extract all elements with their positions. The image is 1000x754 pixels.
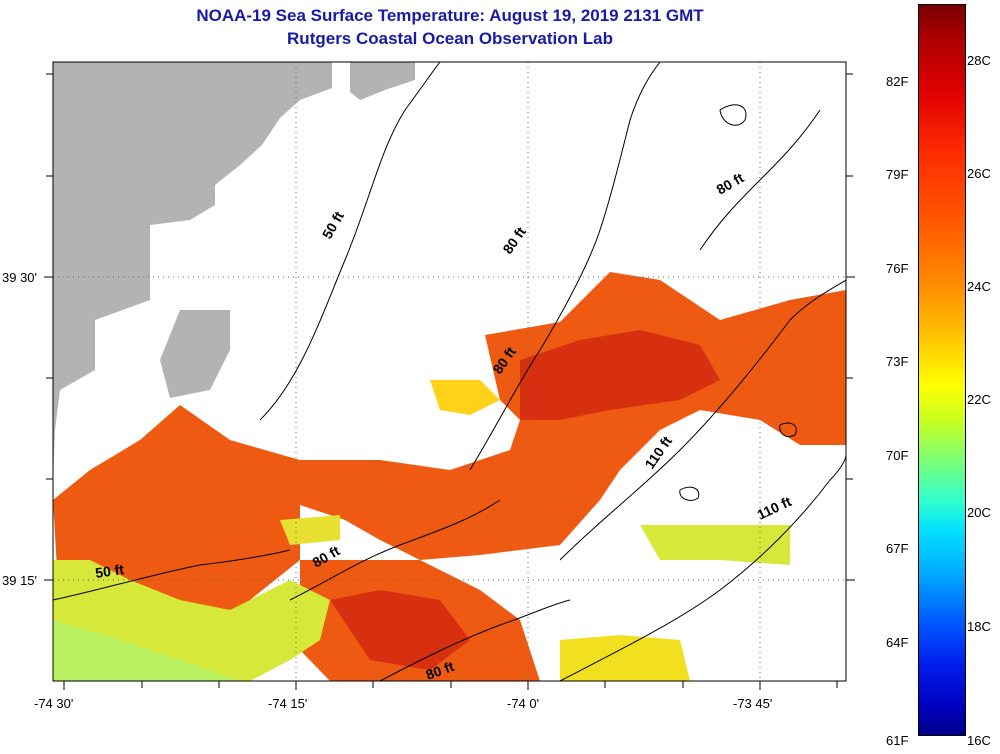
colorbar-c-label: 18C [967,619,991,634]
temperature-colorbar [918,4,966,736]
colorbar-f-label: 82F [886,74,909,89]
lat-label: 39 15' [2,573,37,588]
colorbar-f-label: 73F [886,354,909,369]
map-area: 50 ft 80 ft 80 ft 80 ft 80 ft 110 ft 110… [53,62,846,681]
colorbar-c-label: 16C [967,733,991,748]
lat-label: 39 30' [2,270,37,285]
lon-label: -73 45' [733,696,772,711]
map-frame [52,61,847,682]
colorbar-f-label: 76F [886,261,909,276]
map-subtitle: Rutgers Coastal Ocean Observation Lab [287,29,613,48]
map-title: NOAA-19 Sea Surface Temperature: August … [196,6,704,25]
contour-label: 50 ft [94,561,125,581]
colorbar-f-label: 61F [886,733,909,748]
colorbar-c-label: 24C [967,279,991,294]
colorbar-c-label: 26C [967,166,991,181]
graticule [53,62,846,681]
lon-label: -74 0' [507,696,539,711]
colorbar-f-label: 70F [886,448,909,463]
colorbar-c-label: 20C [967,505,991,520]
colorbar-c-label: 22C [967,392,991,407]
tick-marks [44,73,855,690]
colorbar-c-label: 28C [967,53,991,68]
colorbar-f-label: 67F [886,541,909,556]
colorbar-f-label: 79F [886,167,909,182]
colorbar-f-label: 64F [886,635,909,650]
isobath-contours [53,62,846,681]
lon-label: -74 15' [268,696,307,711]
land-mass [53,62,332,480]
lon-label: -74 30' [34,696,73,711]
